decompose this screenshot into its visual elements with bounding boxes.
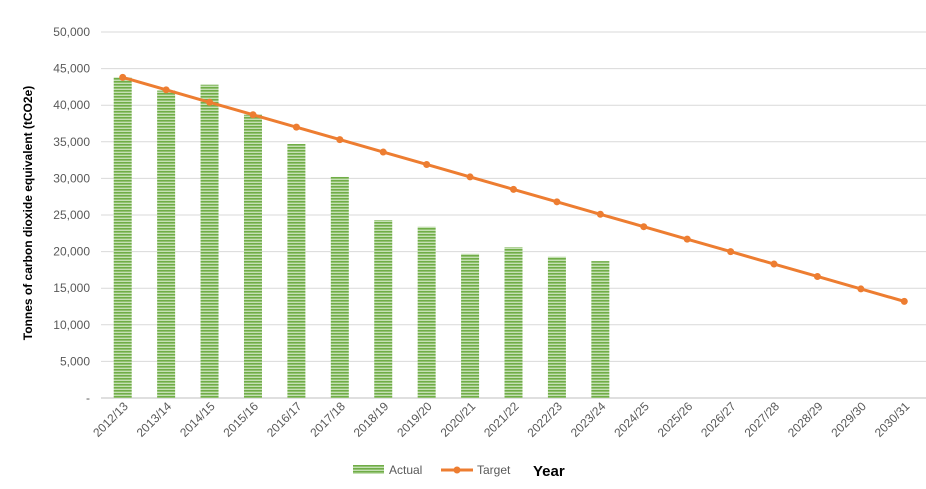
y-tick-label: 50,000	[53, 25, 90, 39]
actual-bar	[374, 220, 393, 398]
target-point	[813, 272, 821, 280]
y-tick-label: 30,000	[53, 171, 90, 185]
legend: Actual Target Year	[353, 463, 565, 480]
x-tick-label: 2028/29	[785, 399, 826, 440]
y-tick-label: 10,000	[53, 318, 90, 332]
x-tick-label: 2030/31	[872, 399, 913, 440]
actual-bar	[287, 143, 306, 398]
actual-bar	[591, 261, 610, 398]
target-point	[249, 111, 257, 119]
target-point	[857, 285, 865, 293]
x-tick-label: 2018/19	[351, 399, 392, 440]
legend-actual-label: Actual	[389, 463, 422, 477]
x-tick-label: 2012/13	[90, 399, 131, 440]
x-tick-label: 2017/18	[307, 399, 348, 440]
x-tick-label: 2024/25	[611, 399, 652, 440]
x-tick-label: 2019/20	[394, 399, 435, 440]
y-tick-label: 45,000	[53, 62, 90, 76]
y-tick-label: 20,000	[53, 245, 90, 259]
legend-target-swatch-marker	[453, 466, 461, 474]
target-point	[900, 297, 908, 305]
target-point	[770, 260, 778, 268]
actual-bar	[157, 90, 176, 398]
x-tick-label: 2021/22	[481, 399, 522, 440]
target-point	[553, 198, 561, 206]
target-point	[379, 148, 387, 156]
actual-bar	[113, 77, 132, 398]
x-axis-ticks: 2012/13 2013/14 2014/15 2015/16 2016/17 2017/…	[90, 399, 912, 440]
y-tick-label: 5,000	[60, 354, 90, 368]
target-point	[466, 173, 474, 181]
x-tick-label: 2020/21	[438, 399, 479, 440]
target-point	[119, 73, 127, 81]
x-tick-label: 2027/28	[742, 399, 783, 440]
target-point	[727, 248, 735, 256]
x-tick-label: 2013/14	[134, 399, 175, 440]
target-line	[119, 73, 908, 305]
y-tick-label: 15,000	[53, 281, 90, 295]
actual-bar	[417, 226, 436, 398]
x-tick-label: 2015/16	[221, 399, 262, 440]
target-point	[336, 136, 344, 144]
target-point	[162, 86, 170, 94]
y-axis-title: Tonnes of carbon dioxide equivalent (tCO…	[21, 86, 35, 340]
target-point	[206, 98, 214, 106]
x-tick-label: 2016/17	[264, 399, 305, 440]
x-tick-label: 2022/23	[524, 399, 565, 440]
actual-bar	[330, 176, 349, 398]
x-axis-title: Year	[533, 463, 565, 480]
y-tick-label: 40,000	[53, 98, 90, 112]
y-tick-label: 25,000	[53, 208, 90, 222]
actual-bar	[547, 256, 566, 398]
y-tick-label: -	[86, 391, 90, 405]
actual-bar	[504, 247, 523, 398]
target-point	[292, 123, 300, 131]
x-tick-label: 2025/26	[655, 399, 696, 440]
legend-target-label: Target	[477, 463, 511, 477]
actual-bar	[243, 114, 262, 398]
x-tick-label: 2029/30	[828, 399, 869, 440]
y-tick-label: 35,000	[53, 135, 90, 149]
actual-bars	[113, 77, 610, 398]
x-tick-label: 2014/15	[177, 399, 218, 440]
target-point	[423, 160, 431, 168]
target-point	[510, 185, 517, 193]
actual-bar	[200, 84, 219, 398]
x-tick-label: 2026/27	[698, 399, 739, 440]
target-point	[596, 210, 604, 218]
y-axis-ticks: - 5,000 10,000 15,000 20,000 25,000 30,000 35,0…	[53, 25, 90, 405]
target-point	[683, 235, 691, 243]
target-point	[640, 223, 648, 231]
x-tick-label: 2023/24	[568, 399, 609, 440]
legend-actual-swatch	[353, 465, 384, 474]
actual-bar	[461, 253, 480, 398]
